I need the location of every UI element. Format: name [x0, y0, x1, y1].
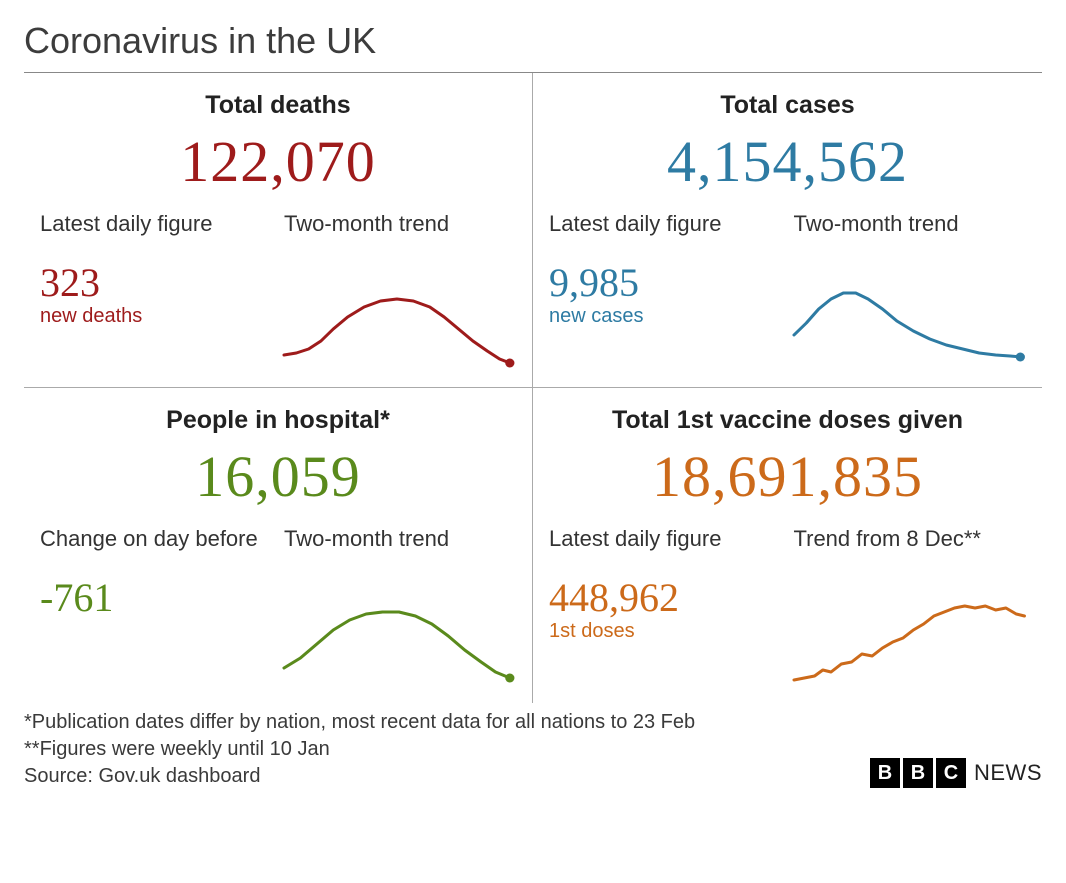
panel-deaths: Total deaths 122,070 Latest daily figure…: [24, 73, 533, 388]
panel-cases-daily-label: Latest daily figure: [549, 211, 782, 237]
panel-cases-sparkline: [794, 263, 1027, 373]
panel-vaccines: Total 1st vaccine doses given 18,691,835…: [533, 388, 1042, 703]
panel-cases-daily-value: 9,985: [549, 263, 782, 303]
panel-hospital-change-value: -761: [40, 578, 272, 618]
stats-grid: Total deaths 122,070 Latest daily figure…: [24, 73, 1042, 703]
brand-logo: B B C NEWS: [870, 758, 1042, 788]
panel-hospital-change-label: Change on day before: [40, 526, 272, 552]
panel-vaccines-daily-value: 448,962: [549, 578, 782, 618]
panel-deaths-title: Total deaths: [40, 91, 516, 120]
footnote-1: *Publication dates differ by nation, mos…: [24, 709, 1042, 736]
panel-vaccines-trend-label: Trend from 8 Dec**: [794, 526, 1027, 552]
panel-vaccines-daily-label: Latest daily figure: [549, 526, 782, 552]
panel-deaths-daily-value: 323: [40, 263, 272, 303]
panel-cases-title: Total cases: [549, 91, 1026, 120]
panel-hospital-trend-label: Two-month trend: [284, 526, 516, 552]
panel-cases-total: 4,154,562: [549, 128, 1026, 195]
footer: *Publication dates differ by nation, mos…: [24, 703, 1042, 790]
panel-deaths-daily-label: Latest daily figure: [40, 211, 272, 237]
bbc-block-c: C: [936, 758, 966, 788]
bbc-block-b2: B: [903, 758, 933, 788]
panel-hospital-title: People in hospital*: [40, 406, 516, 435]
panel-hospital: People in hospital* 16,059 Change on day…: [24, 388, 533, 703]
panel-cases-daily-caption: new cases: [549, 305, 782, 328]
bbc-block-b1: B: [870, 758, 900, 788]
panel-cases: Total cases 4,154,562 Latest daily figur…: [533, 73, 1042, 388]
panel-vaccines-title: Total 1st vaccine doses given: [549, 406, 1026, 435]
panel-hospital-total: 16,059: [40, 443, 516, 510]
panel-vaccines-sparkline: [794, 578, 1027, 688]
brand-news-label: NEWS: [974, 758, 1042, 788]
panel-vaccines-daily-caption: 1st doses: [549, 620, 782, 643]
panel-hospital-sparkline: [284, 578, 516, 688]
panel-vaccines-total: 18,691,835: [549, 443, 1026, 510]
bbc-blocks-icon: B B C: [870, 758, 966, 788]
panel-cases-trend-label: Two-month trend: [794, 211, 1027, 237]
panel-deaths-daily-caption: new deaths: [40, 305, 272, 328]
panel-deaths-trend-label: Two-month trend: [284, 211, 516, 237]
panel-deaths-sparkline: [284, 263, 516, 373]
page-title: Coronavirus in the UK: [24, 20, 1042, 73]
panel-deaths-total: 122,070: [40, 128, 516, 195]
